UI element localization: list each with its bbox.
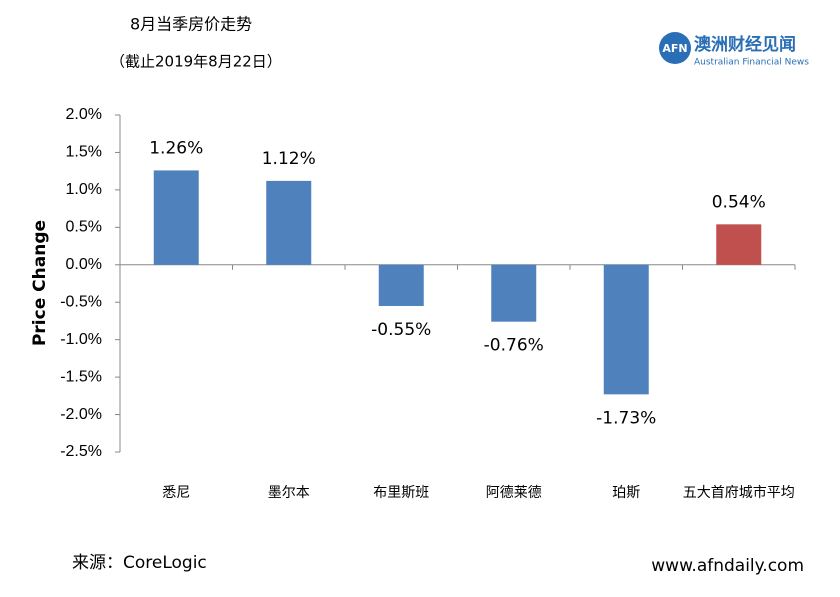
x-tick-label: 墨尔本 <box>268 485 310 501</box>
value-label: 1.12% <box>262 149 316 169</box>
value-label: -1.73% <box>596 408 656 428</box>
logo-tagline: Australian Financial News <box>694 58 809 68</box>
y-tick-label: -0.5% <box>60 293 102 310</box>
x-tick-label: 悉尼 <box>162 485 190 501</box>
value-label: -0.76% <box>484 336 544 356</box>
value-label: 1.26% <box>149 138 203 158</box>
y-tick-label: 2.0% <box>66 106 102 123</box>
bar <box>716 224 762 265</box>
y-tick-label: 1.5% <box>66 144 102 161</box>
y-tick-label: -1.5% <box>60 368 102 385</box>
chart-subtitle: （截止2019年8月22日） <box>110 53 282 71</box>
chart-title: 8月当季房价走势 <box>130 15 252 34</box>
bar <box>266 180 312 265</box>
logo-circle <box>659 32 691 64</box>
y-tick-label: 0.5% <box>66 219 102 236</box>
x-tick-label: 阿德莱德 <box>486 485 542 501</box>
y-tick-label: 1.0% <box>66 181 102 198</box>
value-label: -0.55% <box>371 320 431 340</box>
logo-name: 澳洲财经见闻 <box>694 34 796 55</box>
x-tick-label: 布里斯班 <box>373 485 429 501</box>
value-label: 0.54% <box>712 192 766 212</box>
bar <box>603 264 649 395</box>
website: www.afndaily.com <box>651 556 804 576</box>
y-tick-label: -2.5% <box>60 443 102 460</box>
y-tick-label: -1.0% <box>60 331 102 348</box>
bar <box>153 170 199 265</box>
source: 来源：CoreLogic <box>72 553 207 573</box>
bar <box>491 264 537 322</box>
y-tick-label: -2.0% <box>60 406 102 423</box>
x-tick-label: 五大首府城市平均 <box>683 484 795 501</box>
logo-mark: AFN <box>662 42 687 55</box>
y-axis-label: Price Change <box>30 220 50 346</box>
y-tick-label: 0.0% <box>66 256 102 273</box>
bar <box>378 264 424 306</box>
x-tick-label: 珀斯 <box>612 485 640 501</box>
